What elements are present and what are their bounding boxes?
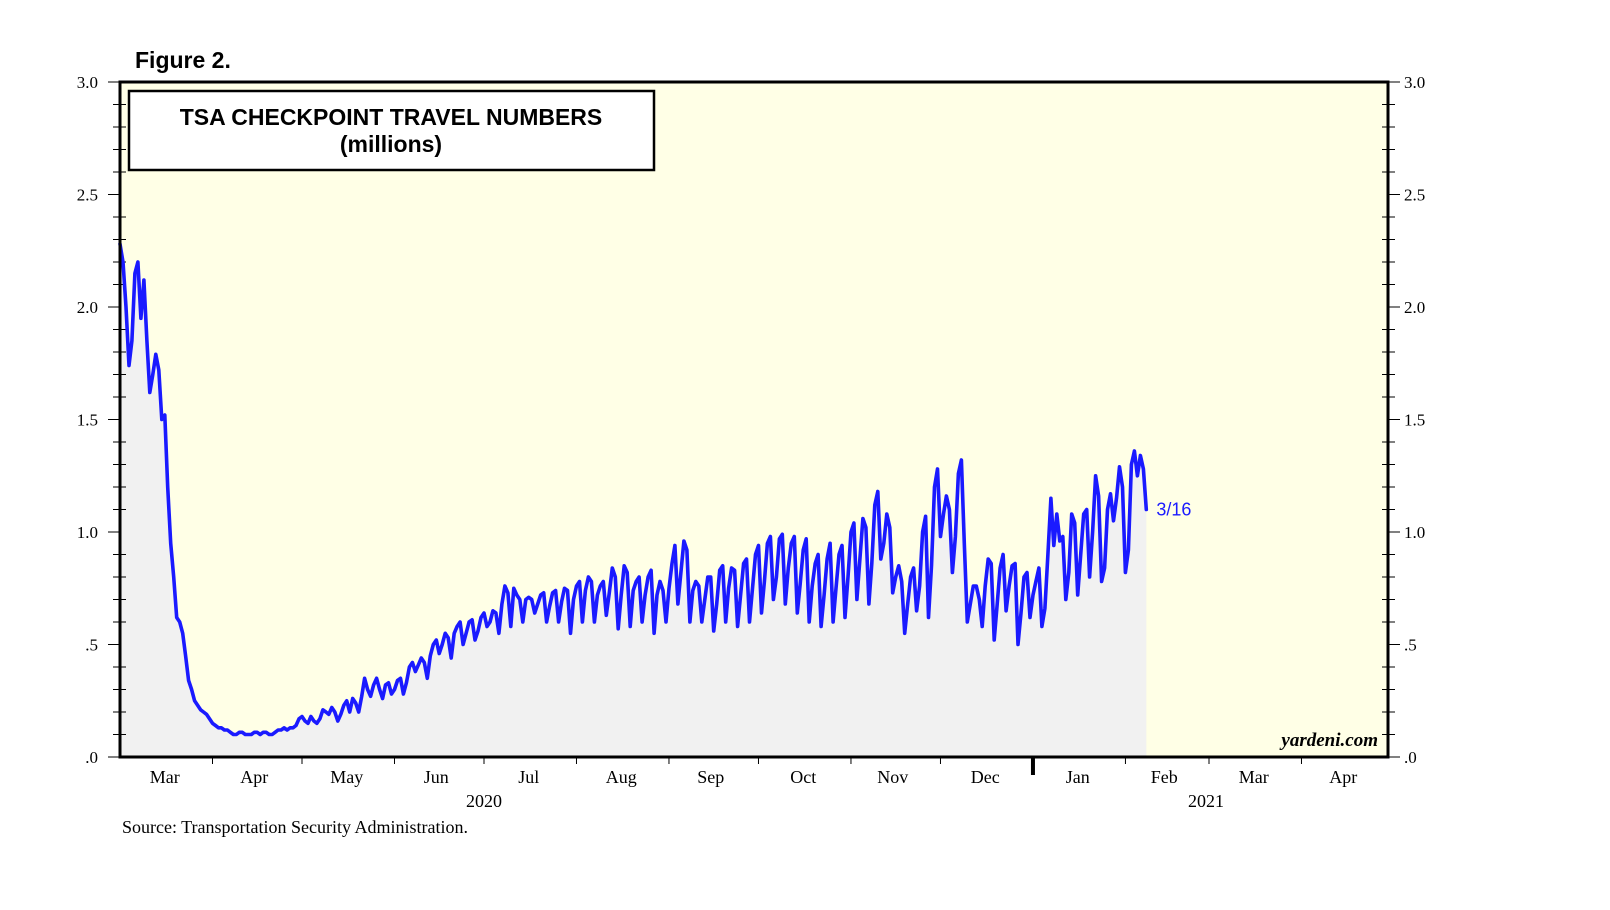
x-tick-label: Jun [424, 767, 449, 787]
x-tick-label: Apr [1329, 767, 1357, 787]
y-tick-label-left: .0 [85, 748, 98, 767]
chart-subtitle: (millions) [340, 131, 442, 157]
left-axis-labels: .0 .5 1.0 1.5 2.0 2.5 3.0 [77, 73, 98, 767]
series-line [118, 242, 1149, 737]
y-tick-label-right: .5 [1404, 636, 1417, 655]
watermark: yardeni.com [1279, 730, 1378, 751]
y-tick-label-left: 2.0 [77, 298, 98, 317]
title-box [127, 89, 656, 172]
x-tick-label: Aug [606, 767, 637, 787]
y-tick-label-right: 1.5 [1404, 411, 1425, 430]
year-label: 2021 [1188, 791, 1224, 811]
year-label: 2020 [466, 791, 502, 811]
figure-label: Figure 2. [135, 47, 231, 73]
y-tick-label-right: .0 [1404, 748, 1417, 767]
x-tick-label: Jan [1066, 767, 1090, 787]
year-labels: 2020 2021 [466, 791, 1224, 811]
y-tick-label-left: 1.5 [77, 411, 98, 430]
x-tick-label: Feb [1151, 767, 1178, 787]
x-tick-label: Apr [240, 767, 268, 787]
y-tick-label-left: 2.5 [77, 186, 98, 205]
x-axis-labels: Mar Apr May Jun Jul Aug Sep Oct Nov Dec Jan Feb Mar A… [150, 767, 1357, 787]
y-tick-label-left: 3.0 [77, 73, 98, 92]
y-tick-label-left: 1.0 [77, 523, 98, 542]
y-tick-label-right: 3.0 [1404, 73, 1425, 92]
chart-title: TSA CHECKPOINT TRAVEL NUMBERS [180, 104, 603, 130]
x-tick-label: Mar [150, 767, 180, 787]
x-tick-label: Jul [518, 767, 539, 787]
x-tick-label: Oct [790, 767, 816, 787]
series-area [120, 244, 1147, 757]
plot-frame [118, 80, 1390, 759]
x-tick-label: Sep [697, 767, 724, 787]
y-tick-label-left: .5 [85, 636, 98, 655]
x-tick-label: May [330, 767, 363, 787]
right-axis-labels: .0 .5 1.0 1.5 2.0 2.5 3.0 [1404, 73, 1425, 767]
x-tick-label: Dec [971, 767, 1000, 787]
x-tick-label: Nov [877, 767, 908, 787]
x-tick-label: Mar [1239, 767, 1269, 787]
y-tick-label-right: 1.0 [1404, 523, 1425, 542]
y-tick-label-right: 2.0 [1404, 298, 1425, 317]
last-point-label: 3/16 [1156, 500, 1191, 520]
source-note: Source: Transportation Security Administ… [122, 817, 468, 837]
y-tick-label-right: 2.5 [1404, 186, 1425, 205]
